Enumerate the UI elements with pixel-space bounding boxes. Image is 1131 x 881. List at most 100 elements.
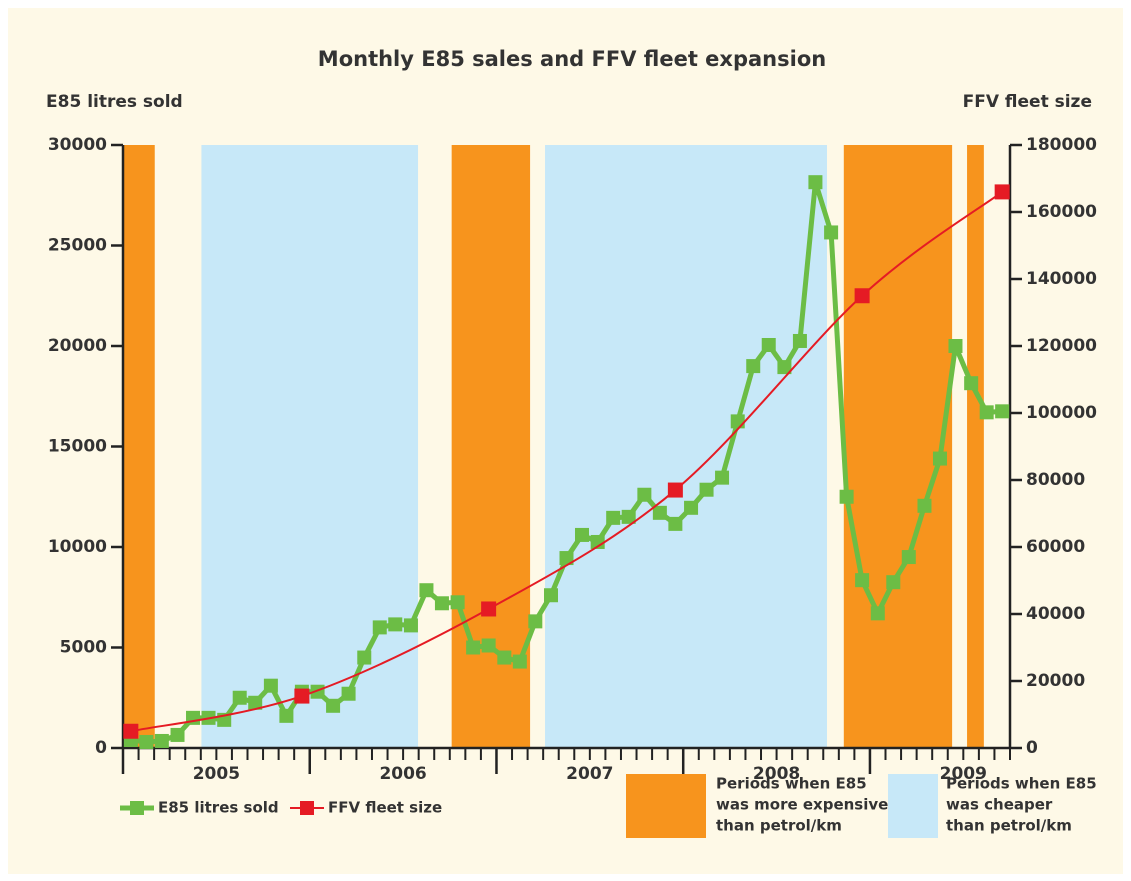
y2-tick-label: 140000 (1026, 269, 1097, 289)
period-band (545, 145, 827, 748)
series-marker (403, 618, 418, 633)
series-marker (574, 527, 589, 542)
series-marker (886, 575, 901, 590)
y2-tick-label: 100000 (1026, 403, 1097, 423)
series-marker (123, 723, 139, 739)
y-tick-label: 10000 (48, 537, 107, 557)
series-marker (699, 482, 714, 497)
series-marker (777, 360, 792, 375)
y-tick-label: 5000 (60, 638, 107, 658)
series-marker (481, 638, 496, 653)
series-marker (792, 333, 807, 348)
legend-label: than petrol/km (946, 817, 1072, 835)
series-marker (917, 498, 932, 513)
y-tick-label: 15000 (48, 437, 107, 457)
series-marker (170, 727, 185, 742)
period-band (967, 145, 984, 748)
series-marker (979, 405, 994, 420)
y-tick-label: 25000 (48, 236, 107, 256)
series-marker (434, 596, 449, 611)
series-marker (932, 451, 947, 466)
series-marker (870, 606, 885, 621)
series-marker (855, 573, 870, 588)
series-marker (730, 414, 745, 429)
x-tick-label: 2006 (379, 764, 426, 784)
series-line (130, 191, 1003, 733)
series-marker (901, 550, 916, 565)
legend-label: E85 litres sold (158, 799, 279, 817)
series-marker (854, 288, 870, 304)
y2-tick-label: 40000 (1026, 604, 1085, 624)
series-marker (839, 489, 854, 504)
series-marker (154, 733, 169, 748)
series-marker (667, 482, 683, 498)
y2-tick-label: 20000 (1026, 671, 1085, 691)
legend-label: than petrol/km (716, 817, 842, 835)
series-marker (948, 339, 963, 353)
x-tick-label: 2005 (193, 764, 240, 784)
period-band (201, 145, 419, 748)
series-marker (450, 595, 465, 610)
series-marker (544, 588, 559, 603)
series-marker (497, 650, 512, 665)
legend-swatch (888, 774, 938, 838)
series-marker (326, 698, 341, 713)
y2-tick-label: 80000 (1026, 470, 1085, 490)
y2-tick-label: 160000 (1026, 202, 1097, 222)
y2-tick-label: 0 (1026, 738, 1038, 758)
y-tick-label: 20000 (48, 336, 107, 356)
legend-label: Periods when E85 (946, 775, 1097, 793)
series-marker (995, 404, 1010, 419)
series-marker (652, 505, 667, 520)
series-marker (637, 487, 652, 502)
legend-marker (300, 801, 314, 815)
series-marker (528, 614, 543, 629)
series-marker (466, 640, 481, 655)
series-marker (294, 688, 310, 704)
series-marker (964, 376, 979, 391)
legend-label: Periods when E85 (716, 775, 867, 793)
series-marker (761, 337, 776, 352)
series-marker (419, 583, 434, 598)
legend-marker (130, 801, 144, 815)
y2-tick-label: 180000 (1026, 135, 1097, 155)
series-marker (279, 708, 294, 723)
series-marker (824, 225, 839, 240)
x-tick-label: 2007 (566, 764, 613, 784)
y-tick-label: 0 (95, 738, 107, 758)
series-marker (590, 534, 605, 549)
series-marker (263, 678, 278, 693)
series-marker (388, 617, 403, 632)
period-band (123, 145, 155, 748)
y-axis-label: E85 litres sold (46, 92, 183, 112)
series-marker (248, 695, 263, 710)
series-marker (808, 175, 823, 190)
series-marker (621, 509, 636, 524)
series-marker (606, 510, 621, 525)
y-tick-label: 30000 (48, 135, 107, 155)
y2-tick-label: 60000 (1026, 537, 1085, 557)
series-marker (481, 601, 497, 617)
series-marker (139, 734, 154, 749)
series-marker (668, 516, 683, 531)
legend-swatch (626, 774, 706, 838)
series-marker (232, 690, 247, 705)
y2-axis-label: FFV fleet size (963, 92, 1092, 112)
x-tick-label: 2009 (940, 764, 987, 784)
series-marker (341, 686, 356, 701)
series-marker (357, 650, 372, 665)
period-band (843, 145, 953, 748)
legend-label: was more expensive (716, 796, 888, 814)
chart-title: Monthly E85 sales and FFV fleet expansio… (318, 47, 826, 71)
legend-label: FFV fleet size (328, 799, 442, 817)
series-marker (715, 470, 730, 485)
y2-tick-label: 120000 (1026, 336, 1097, 356)
series-marker (684, 500, 699, 515)
series-marker (994, 184, 1010, 200)
series-marker (512, 654, 527, 669)
series-marker (746, 359, 761, 374)
legend-label: was cheaper (946, 796, 1053, 814)
series-marker (559, 551, 574, 566)
x-tick-label: 2008 (753, 764, 800, 784)
